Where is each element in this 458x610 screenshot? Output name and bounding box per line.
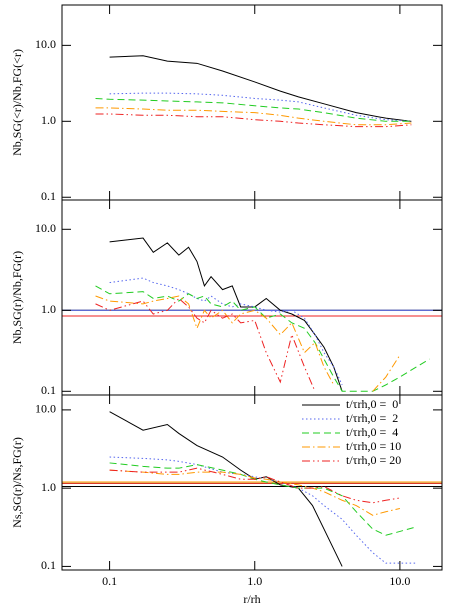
data-line [109, 237, 343, 392]
data-line [109, 55, 412, 122]
y-tick-label: 10.0 [35, 402, 56, 416]
y-axis-label: Nb,SG(<r)/Nb,FG(<r) [10, 49, 24, 156]
y-tick-label: 1.0 [41, 480, 56, 494]
data-line [109, 92, 412, 122]
x-tick-label: 10.0 [389, 574, 410, 588]
y-tick-label: 10.0 [35, 221, 56, 235]
y-tick-label: 1.0 [41, 302, 56, 316]
data-line [95, 107, 412, 126]
plot-area [62, 411, 442, 567]
legend-label: t/τrh,0 = 4 [346, 425, 398, 439]
data-line [109, 462, 417, 536]
panel-frame [61, 4, 443, 201]
data-line [95, 297, 316, 392]
y-axis-label: Ns,SG(r)/Ns,FG(r) [10, 437, 24, 528]
x-tick-label: 1.0 [247, 574, 262, 588]
plot-area [95, 55, 412, 128]
data-line [109, 277, 343, 386]
data-line [109, 469, 401, 516]
y-tick-label: 0.1 [41, 558, 56, 572]
data-line [95, 113, 412, 128]
y-axis-label: Nb,SG(r)/Nb,FG(r) [10, 251, 24, 344]
y-tick-label: 1.0 [41, 113, 56, 127]
legend-label: t/τrh,0 = 0 [346, 397, 398, 411]
panel-frame [61, 394, 443, 571]
data-line [95, 285, 430, 392]
data-line [109, 467, 400, 504]
x-tick-label: 0.1 [102, 574, 117, 588]
legend-label: t/τrh,0 = 2 [346, 411, 398, 425]
data-line [95, 295, 401, 392]
legend-label: t/τrh,0 = 10 [346, 439, 401, 453]
panel-frame [61, 199, 443, 396]
plot-area [62, 237, 442, 392]
y-tick-label: 10.0 [35, 37, 56, 51]
data-line [109, 456, 417, 564]
legend-label: t/τrh,0 = 20 [346, 453, 401, 467]
x-axis-label: r/rh [243, 592, 260, 606]
data-line [109, 411, 343, 567]
y-tick-label: 0.1 [41, 189, 56, 203]
y-tick-label: 0.1 [41, 383, 56, 397]
data-line [95, 97, 412, 122]
